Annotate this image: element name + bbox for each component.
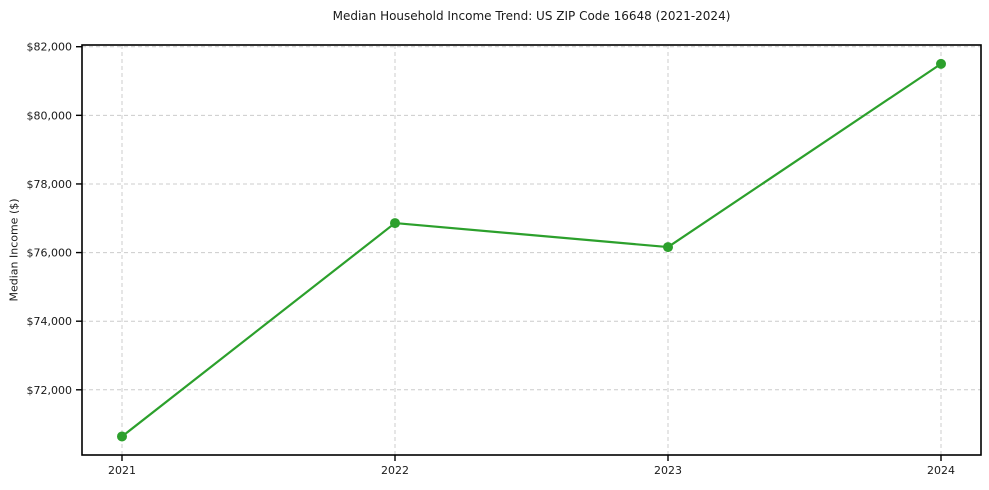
data-point-2021 — [117, 431, 127, 442]
data-point-2022 — [390, 218, 400, 229]
y-tick-label: $78,000 — [27, 178, 73, 191]
y-tick-label: $72,000 — [27, 384, 73, 397]
x-tick-label: 2021 — [108, 464, 136, 477]
chart-title: Median Household Income Trend: US ZIP Co… — [332, 9, 731, 23]
y-tick-label: $82,000 — [27, 41, 73, 54]
y-tick-label: $80,000 — [27, 109, 73, 122]
data-point-2024 — [936, 58, 946, 69]
axes-frame — [81, 44, 982, 456]
x-tick-label: 2024 — [927, 464, 955, 477]
y-tick-label: $76,000 — [27, 247, 73, 260]
x-tick-label: 2022 — [381, 464, 409, 477]
trend-line — [120, 62, 943, 438]
data-point-2023 — [663, 242, 673, 253]
x-tick-label: 2023 — [654, 464, 682, 477]
y-tick-label: $74,000 — [27, 315, 73, 328]
